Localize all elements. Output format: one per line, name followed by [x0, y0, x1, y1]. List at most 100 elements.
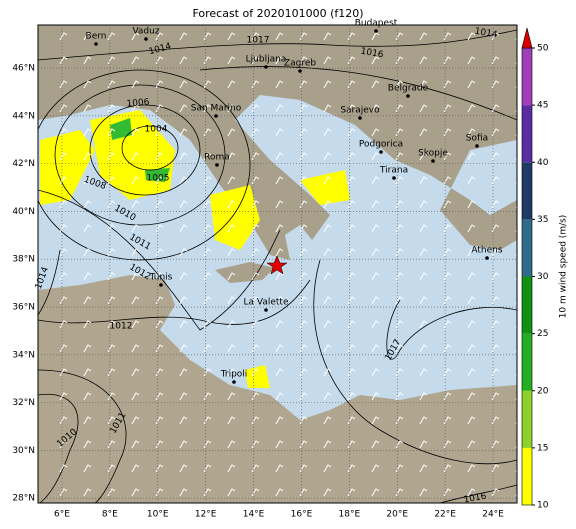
- wind-barb: [467, 368, 476, 377]
- wind-barb: [179, 320, 188, 329]
- wind-area: [110, 118, 132, 140]
- wind-barb: [131, 272, 140, 281]
- colorbar-segment: [522, 447, 532, 505]
- wind-barb: [203, 152, 212, 161]
- wind-barb: [203, 176, 212, 185]
- wind-barb: [83, 368, 92, 377]
- wind-barb: [107, 488, 116, 497]
- city-label: Vaduz: [132, 27, 159, 37]
- x-tick-label: 18°E: [339, 510, 361, 520]
- wind-barb: [227, 200, 236, 209]
- map-title: Forecast of 2020101000 (f120): [192, 7, 363, 20]
- city-dot: [406, 94, 410, 98]
- wind-barb: [203, 248, 212, 257]
- colorbar-segment: [522, 333, 532, 391]
- wind-barb: [275, 440, 284, 449]
- wind-barb: [83, 248, 92, 257]
- wind-barb: [419, 416, 428, 425]
- colorbar-tick-label: 45: [537, 101, 548, 111]
- wind-barb: [179, 224, 188, 233]
- wind-barb: [83, 80, 92, 89]
- city-label: Tirana: [379, 166, 408, 176]
- wind-barb: [467, 488, 476, 497]
- wind-barb: [107, 416, 116, 425]
- wind-barb: [203, 488, 212, 497]
- wind-barb: [59, 488, 68, 497]
- wind-barb: [323, 416, 332, 425]
- city-label: San Marino: [191, 104, 242, 114]
- wind-barb: [323, 152, 332, 161]
- wind-barb: [203, 272, 212, 281]
- x-tick-label: 14°E: [243, 510, 265, 520]
- y-tick-label: 46°N: [12, 64, 35, 74]
- wind-barb: [107, 224, 116, 233]
- wind-barb: [323, 224, 332, 233]
- wind-barb: [59, 272, 68, 281]
- wind-barb: [467, 416, 476, 425]
- y-tick-label: 34°N: [12, 350, 35, 360]
- y-tick-label: 44°N: [12, 111, 35, 121]
- wind-barb: [155, 464, 164, 473]
- x-tick-label: 24°E: [482, 510, 504, 520]
- wind-barb: [275, 176, 284, 185]
- wind-barb: [227, 128, 236, 137]
- wind-barb: [107, 152, 116, 161]
- wind-barb: [227, 368, 236, 377]
- wind-barb: [323, 488, 332, 497]
- wind-barb: [323, 368, 332, 377]
- wind-barb: [155, 176, 164, 185]
- wind-barb: [275, 344, 284, 353]
- wind-barb: [179, 248, 188, 257]
- wind-barb: [59, 224, 68, 233]
- colorbar-tick-label: 10: [537, 501, 549, 511]
- wind-barb: [131, 344, 140, 353]
- wind-barb: [131, 104, 140, 113]
- wind-barb: [419, 200, 428, 209]
- wind-barb: [59, 296, 68, 305]
- isobar-label: 1012: [110, 322, 133, 332]
- wind-barb: [467, 296, 476, 305]
- wind-barb: [83, 344, 92, 353]
- wind-barb: [59, 32, 68, 41]
- wind-barb: [419, 296, 428, 305]
- wind-barb: [179, 176, 188, 185]
- wind-area: [300, 170, 350, 205]
- wind-barb: [131, 224, 140, 233]
- colorbar-tick-label: 40: [537, 158, 549, 168]
- wind-barb: [83, 320, 92, 329]
- wind-barb: [371, 392, 380, 401]
- wind-barb: [83, 200, 92, 209]
- wind-barb: [179, 80, 188, 89]
- wind-barb: [467, 80, 476, 89]
- colorbar-segment: [522, 162, 532, 220]
- wind-barb: [323, 56, 332, 65]
- wind-barb: [155, 344, 164, 353]
- city-dot: [298, 69, 302, 73]
- wind-barb: [275, 392, 284, 401]
- wind-barb: [467, 32, 476, 41]
- wind-barb: [419, 152, 428, 161]
- wind-barb: [275, 56, 284, 65]
- wind-barb: [179, 200, 188, 209]
- wind-barb: [107, 56, 116, 65]
- y-tick-label: 40°N: [12, 207, 35, 217]
- wind-barb: [203, 416, 212, 425]
- colorbar-segment: [522, 48, 532, 106]
- wind-barb: [275, 224, 284, 233]
- wind-barb: [107, 392, 116, 401]
- city-dot: [144, 37, 148, 41]
- wind-barb: [107, 248, 116, 257]
- city-dot: [374, 29, 378, 33]
- wind-barb: [131, 440, 140, 449]
- wind-barb: [107, 80, 116, 89]
- wind-barb: [155, 416, 164, 425]
- wind-barb: [419, 392, 428, 401]
- wind-barb: [323, 200, 332, 209]
- wind-barb: [83, 488, 92, 497]
- wind-barb: [131, 200, 140, 209]
- wind-barb: [419, 488, 428, 497]
- wind-barb: [83, 128, 92, 137]
- city-label: Sarajevo: [340, 106, 380, 116]
- wind-barb: [419, 320, 428, 329]
- wind-barb: [419, 80, 428, 89]
